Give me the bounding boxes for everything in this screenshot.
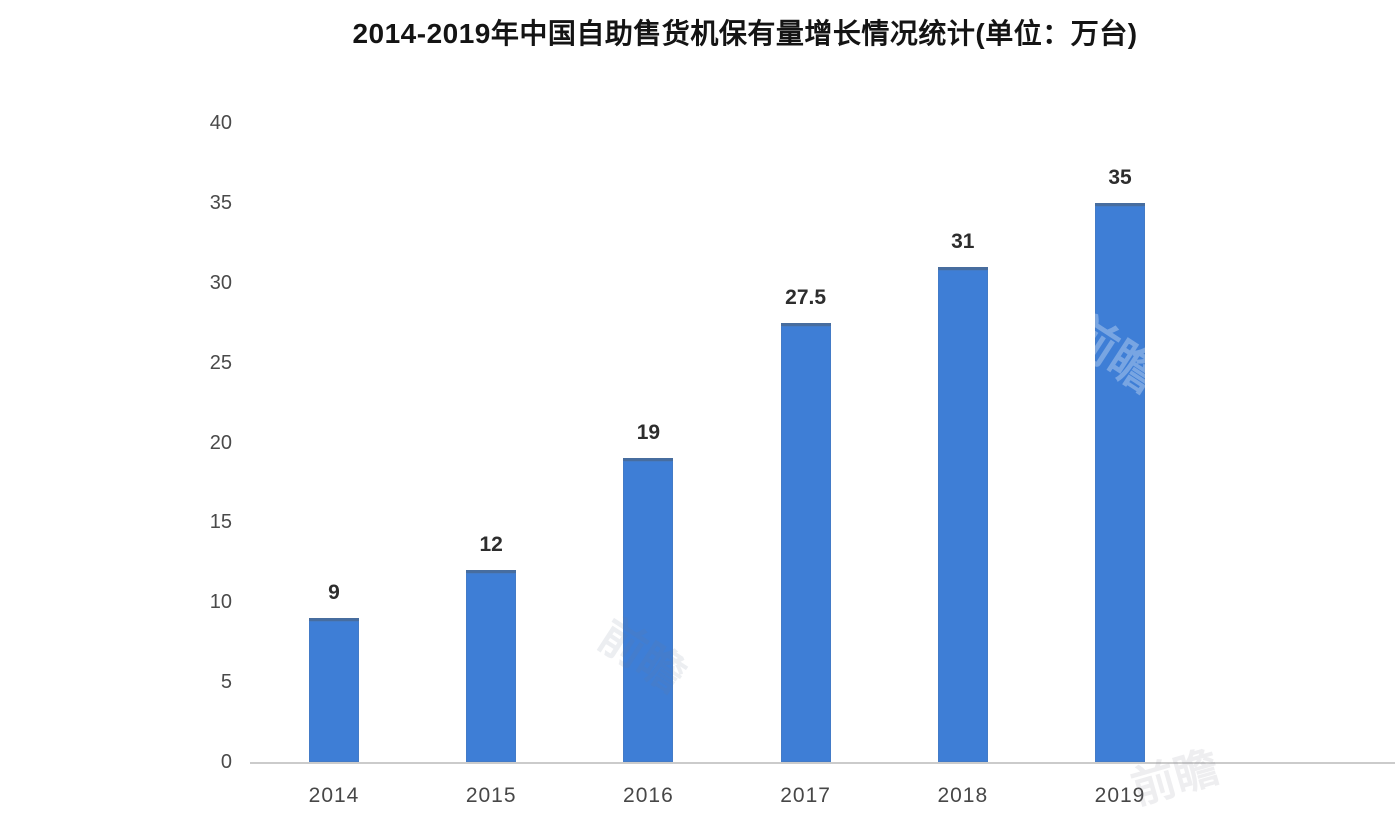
bar-2014: [309, 618, 359, 762]
bar-2019: [1095, 202, 1145, 762]
y-axis-tick-label: 35: [209, 191, 232, 214]
x-axis-category-label: 2019: [1094, 784, 1146, 807]
y-axis-tick-label: 5: [220, 671, 232, 694]
y-axis-tick-label: 20: [209, 431, 232, 454]
bar-value-label: 31: [951, 229, 975, 253]
bar-value-label: 35: [1108, 165, 1132, 189]
bar-2017: [780, 322, 831, 762]
bar-value-label: 27.5: [785, 285, 827, 309]
y-axis-tick-label: 25: [209, 351, 232, 374]
y-axis-tick-label: 15: [209, 511, 232, 534]
bar-2016: [623, 458, 674, 762]
bar-2015: [466, 570, 517, 762]
bar-2018: [937, 266, 988, 762]
x-axis-category-label: 2014: [308, 784, 360, 807]
chart-title: 2014-2019年中国自助售货机保有量增长情况统计(单位：万台): [352, 18, 1138, 49]
y-axis-tick-label: 30: [209, 271, 232, 294]
y-axis-tick-label: 40: [209, 112, 232, 134]
x-axis-category-label: 2015: [465, 784, 517, 807]
x-axis-category-label: 2016: [623, 784, 674, 807]
bar-value-label: 19: [636, 421, 661, 445]
x-axis-line: [250, 762, 1395, 764]
bar-value-label: 9: [328, 581, 340, 605]
x-axis-category-label: 2018: [937, 784, 989, 807]
bar-value-label: 12: [479, 533, 503, 557]
y-axis-tick-label: 0: [220, 751, 232, 773]
y-axis-tick-label: 10: [209, 591, 232, 614]
x-axis-category-label: 2017: [780, 784, 831, 807]
